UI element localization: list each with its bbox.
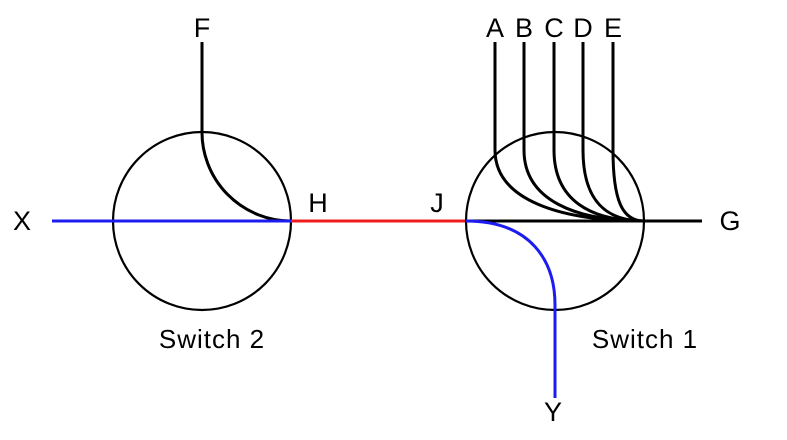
endpoint-label-a: A — [486, 13, 504, 43]
endpoint-label-h: H — [308, 188, 328, 218]
endpoint-label-j: J — [430, 188, 444, 218]
switch-2-path-f-to-h — [200, 42, 292, 223]
switch-1-caption: Switch 1 — [592, 324, 698, 354]
endpoint-label-g: G — [719, 206, 740, 236]
switch-1-path-e-to-g — [611, 42, 645, 223]
endpoint-label-b: B — [515, 13, 533, 43]
switch-2-caption: Switch 2 — [159, 324, 265, 354]
endpoint-label-f: F — [194, 13, 211, 43]
endpoint-label-c: C — [544, 13, 564, 43]
switch-1-path-j-to-y — [465, 219, 557, 398]
switch-1-path-d-to-g — [581, 42, 645, 223]
endpoint-label-y: Y — [544, 397, 562, 427]
endpoint-label-e: E — [604, 13, 622, 43]
endpoint-label-d: D — [573, 13, 593, 43]
switch-1-path-c-to-g — [552, 42, 645, 223]
endpoint-label-x: X — [13, 206, 31, 236]
